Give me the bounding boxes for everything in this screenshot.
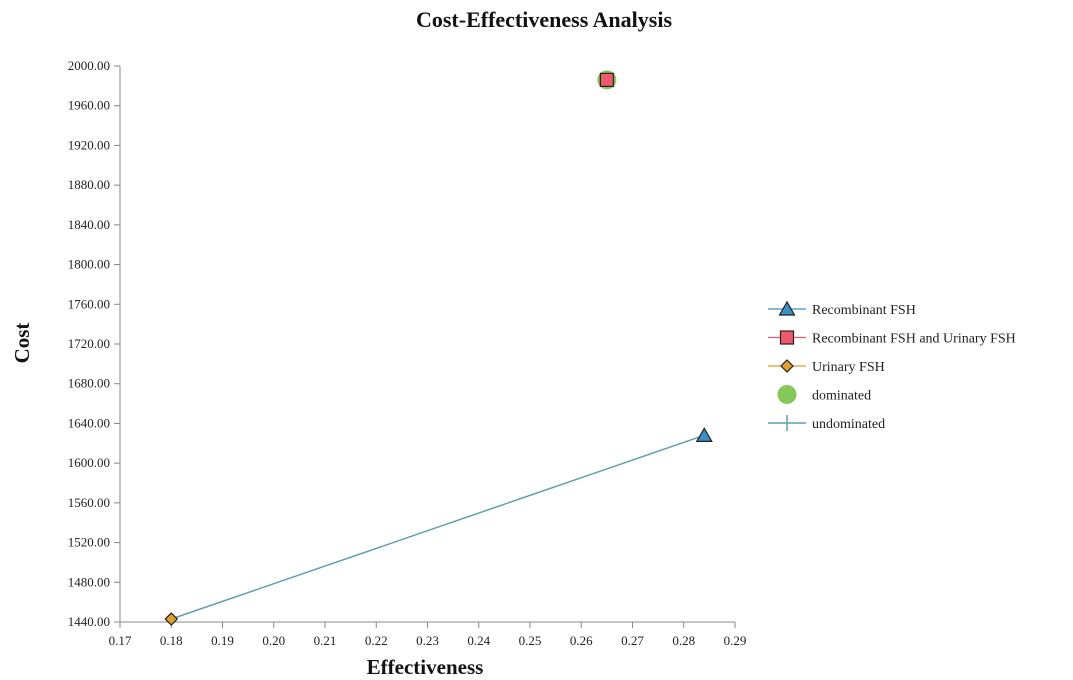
legend-label: dominated (812, 389, 871, 404)
legend-item-recombinant-fsh: Recombinant FSH (768, 300, 916, 318)
recombinant-fsh-point (695, 427, 713, 442)
x-tick-label: 0.23 (416, 633, 439, 648)
urinary-fsh-point (164, 612, 179, 626)
chart-title: Cost-Effectiveness Analysis (416, 7, 672, 32)
recombinant-fsh-and-urinary-fsh-point (599, 72, 614, 88)
legend-swatch-recombinant-fsh-and-urinary-fsh (779, 330, 795, 345)
y-tick-label: 1480.00 (68, 574, 110, 589)
x-axis-ticks: 0.17 0.18 0.19 0.20 0.21 0.22 0.23 0.24 0.25 0.26… (109, 622, 747, 648)
y-tick-label: 1680.00 (68, 376, 110, 391)
x-tick-label: 0.22 (365, 633, 388, 648)
x-tick-label: 0.17 (109, 633, 132, 648)
x-tick-label: 0.28 (672, 633, 695, 648)
legend-swatch-urinary-fsh (780, 359, 794, 373)
x-tick-label: 0.21 (314, 633, 337, 648)
legend-item-urinary-fsh: Urinary FSH (768, 359, 885, 375)
y-axis-label: Cost (10, 323, 34, 364)
legend-label: Recombinant FSH (812, 303, 916, 318)
y-tick-label: 1760.00 (68, 296, 110, 311)
legend-label: Recombinant FSH and Urinary FSH (812, 332, 1016, 347)
y-tick-label: 1960.00 (68, 98, 110, 113)
x-tick-label: 0.18 (160, 633, 183, 648)
y-axis-ticks: 1440.00 1480.00 1520.00 1560.00 1600.00 1640.… (68, 58, 120, 629)
y-tick-label: 1560.00 (68, 495, 110, 510)
x-tick-label: 0.25 (519, 633, 542, 648)
y-tick-label: 2000.00 (68, 58, 110, 73)
x-tick-label: 0.24 (467, 633, 490, 648)
legend-label: undominated (812, 417, 885, 432)
y-tick-label: 1600.00 (68, 455, 110, 470)
y-tick-label: 1520.00 (68, 535, 110, 550)
x-tick-label: 0.27 (621, 633, 644, 648)
x-tick-label: 0.19 (211, 633, 234, 648)
legend-swatch-dominated (777, 385, 797, 404)
x-axis-label: Effectiveness (367, 655, 484, 679)
y-tick-label: 1880.00 (68, 177, 110, 192)
legend: Recombinant FSH Recombinant FSH and Urina… (768, 300, 1016, 432)
y-tick-label: 1640.00 (68, 415, 110, 430)
legend-item-dominated: dominated (777, 385, 871, 404)
x-tick-label: 0.29 (724, 633, 747, 648)
y-tick-label: 1840.00 (68, 217, 110, 232)
legend-label: Urinary FSH (812, 360, 885, 375)
undominated-frontier-line (171, 434, 705, 620)
legend-item-recombinant-fsh-and-urinary-fsh: Recombinant FSH and Urinary FSH (768, 330, 1016, 347)
legend-swatch-recombinant-fsh (778, 300, 796, 316)
y-tick-label: 1720.00 (68, 336, 110, 351)
plot-area (164, 70, 713, 626)
y-tick-label: 1920.00 (68, 137, 110, 152)
y-tick-label: 1440.00 (68, 614, 110, 629)
x-tick-label: 0.20 (262, 633, 285, 648)
legend-item-undominated: undominated (768, 415, 885, 432)
y-tick-label: 1800.00 (68, 257, 110, 272)
x-tick-label: 0.26 (570, 633, 593, 648)
